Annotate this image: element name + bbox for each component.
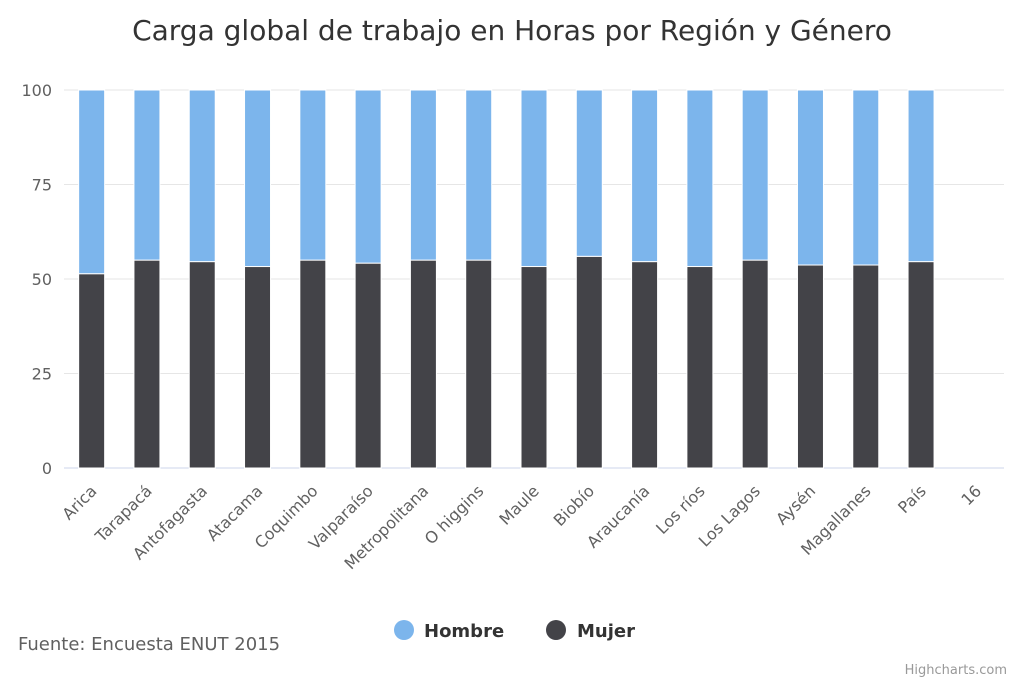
plot-area	[78, 89, 935, 469]
legend-marker[interactable]	[546, 620, 566, 640]
bar-mujer[interactable]	[796, 264, 824, 469]
x-tick-label: Los ríos	[652, 481, 709, 538]
bar-mujer[interactable]	[520, 266, 548, 469]
x-tick-label: Biobío	[550, 481, 599, 530]
x-tick-label: País	[894, 481, 930, 517]
bar-hombre[interactable]	[133, 89, 161, 261]
bar-hombre[interactable]	[354, 89, 382, 264]
bar-mujer[interactable]	[299, 259, 327, 469]
source-caption: Fuente: Encuesta ENUT 2015	[18, 634, 280, 655]
bar-mujer[interactable]	[409, 259, 437, 469]
bar-hombre[interactable]	[409, 89, 437, 261]
bar-mujer[interactable]	[244, 266, 272, 469]
bar-hombre[interactable]	[686, 89, 714, 268]
credits-link[interactable]: Highcharts.com	[905, 663, 1007, 678]
bar-hombre[interactable]	[188, 89, 216, 263]
bar-hombre[interactable]	[796, 89, 824, 266]
y-tick-label: 75	[32, 176, 52, 195]
bar-mujer[interactable]	[631, 261, 659, 469]
bar-hombre[interactable]	[575, 89, 603, 257]
x-tick-label: O higgins	[421, 481, 488, 548]
bar-mujer[interactable]	[133, 259, 161, 469]
bar-hombre[interactable]	[741, 89, 769, 261]
bar-hombre[interactable]	[852, 89, 880, 266]
bar-mujer[interactable]	[741, 259, 769, 469]
bar-hombre[interactable]	[520, 89, 548, 268]
y-axis: 0 25 50 75 100	[21, 81, 52, 478]
legend-label[interactable]: Hombre	[424, 621, 504, 642]
bar-mujer[interactable]	[686, 266, 714, 469]
bar-mujer[interactable]	[354, 262, 382, 469]
bar-hombre[interactable]	[907, 89, 935, 263]
bar-mujer[interactable]	[78, 273, 106, 469]
bar-hombre[interactable]	[631, 89, 659, 263]
x-axis: AricaTarapacáAntofagastaAtacamaCoquimboV…	[58, 481, 985, 573]
bar-mujer[interactable]	[907, 261, 935, 469]
y-tick-label: 50	[32, 270, 52, 289]
bar-hombre[interactable]	[299, 89, 327, 261]
chart-title: Carga global de trabajo en Horas por Reg…	[132, 14, 892, 47]
bar-mujer[interactable]	[852, 264, 880, 469]
legend-label[interactable]: Mujer	[577, 621, 635, 642]
y-tick-label: 100	[21, 81, 52, 100]
bar-mujer[interactable]	[465, 259, 493, 469]
x-tick-label: Maule	[495, 481, 542, 528]
x-tick-label: 16	[957, 481, 985, 509]
x-tick-label: Aysén	[772, 481, 819, 528]
y-tick-label: 25	[32, 365, 52, 384]
legend: Hombre Mujer	[394, 620, 635, 642]
bar-hombre[interactable]	[244, 89, 272, 268]
legend-marker[interactable]	[394, 620, 414, 640]
y-tick-label: 0	[42, 459, 52, 478]
x-tick-label: Arica	[58, 481, 100, 523]
bar-mujer[interactable]	[188, 261, 216, 469]
bar-hombre[interactable]	[78, 89, 106, 275]
bar-mujer[interactable]	[575, 255, 603, 469]
bar-hombre[interactable]	[465, 89, 493, 261]
